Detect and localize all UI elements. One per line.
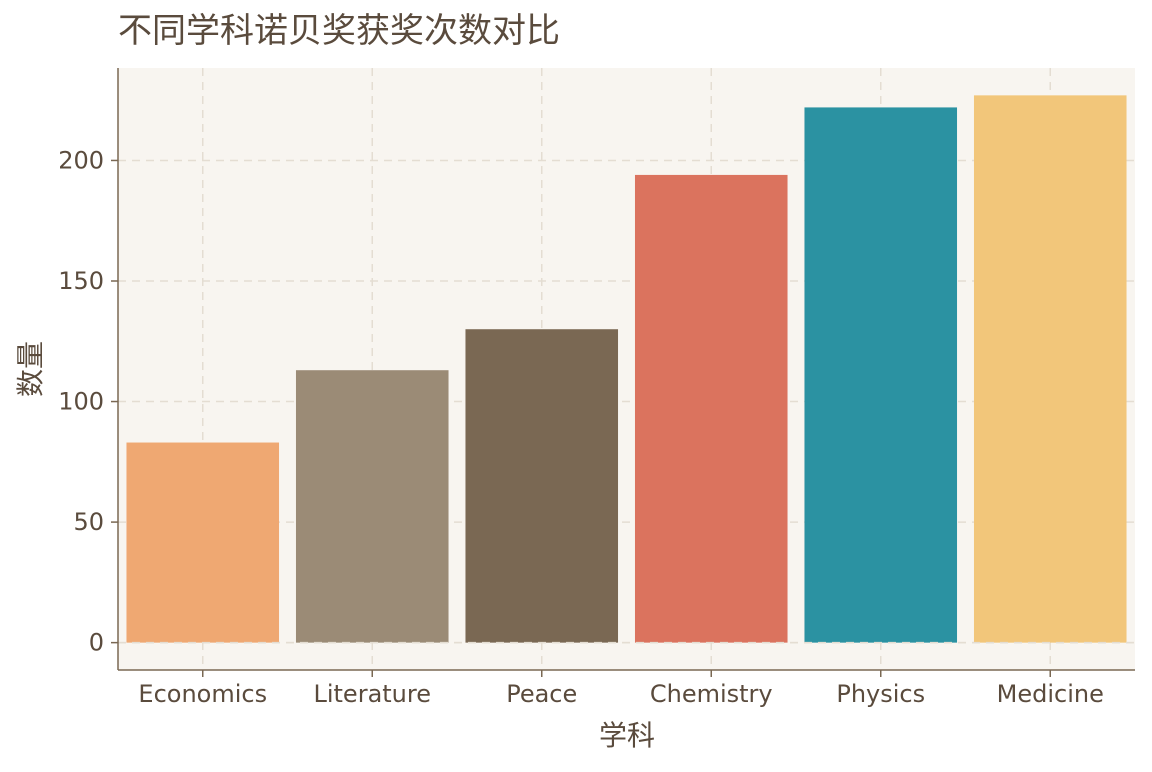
bar-physics (804, 107, 958, 643)
y-tick-label: 100 (58, 388, 104, 416)
axes (117, 68, 1135, 671)
x-tick-label: Chemistry (650, 680, 773, 708)
plot-background (118, 68, 1135, 670)
x-tick-label: Literature (313, 680, 431, 708)
y-tick-label: 0 (89, 629, 104, 657)
x-tick-label: Peace (506, 680, 577, 708)
x-axis-label: 学科 (599, 719, 655, 752)
y-tick-label: 150 (58, 267, 104, 295)
x-tick-label: Economics (138, 680, 267, 708)
y-tick-label: 200 (58, 146, 104, 174)
y-ticks: 0 50 100 150 200 (58, 146, 118, 657)
bar-literature (295, 370, 449, 643)
bar-peace (465, 329, 619, 643)
bar-medicine (973, 95, 1127, 643)
x-ticks: Economics Literature Peace Chemistry Physics… (138, 670, 1104, 708)
bar-chemistry (634, 174, 788, 643)
y-tick-label: 50 (73, 508, 104, 536)
bar-economics (126, 442, 280, 643)
x-tick-label: Medicine (997, 680, 1104, 708)
y-axis-label: 数量 (14, 341, 47, 397)
bars (118, 95, 1135, 644)
chart-title: 不同学科诺贝奖获奖次数对比 (118, 11, 560, 51)
x-tick-label: Physics (836, 680, 925, 708)
